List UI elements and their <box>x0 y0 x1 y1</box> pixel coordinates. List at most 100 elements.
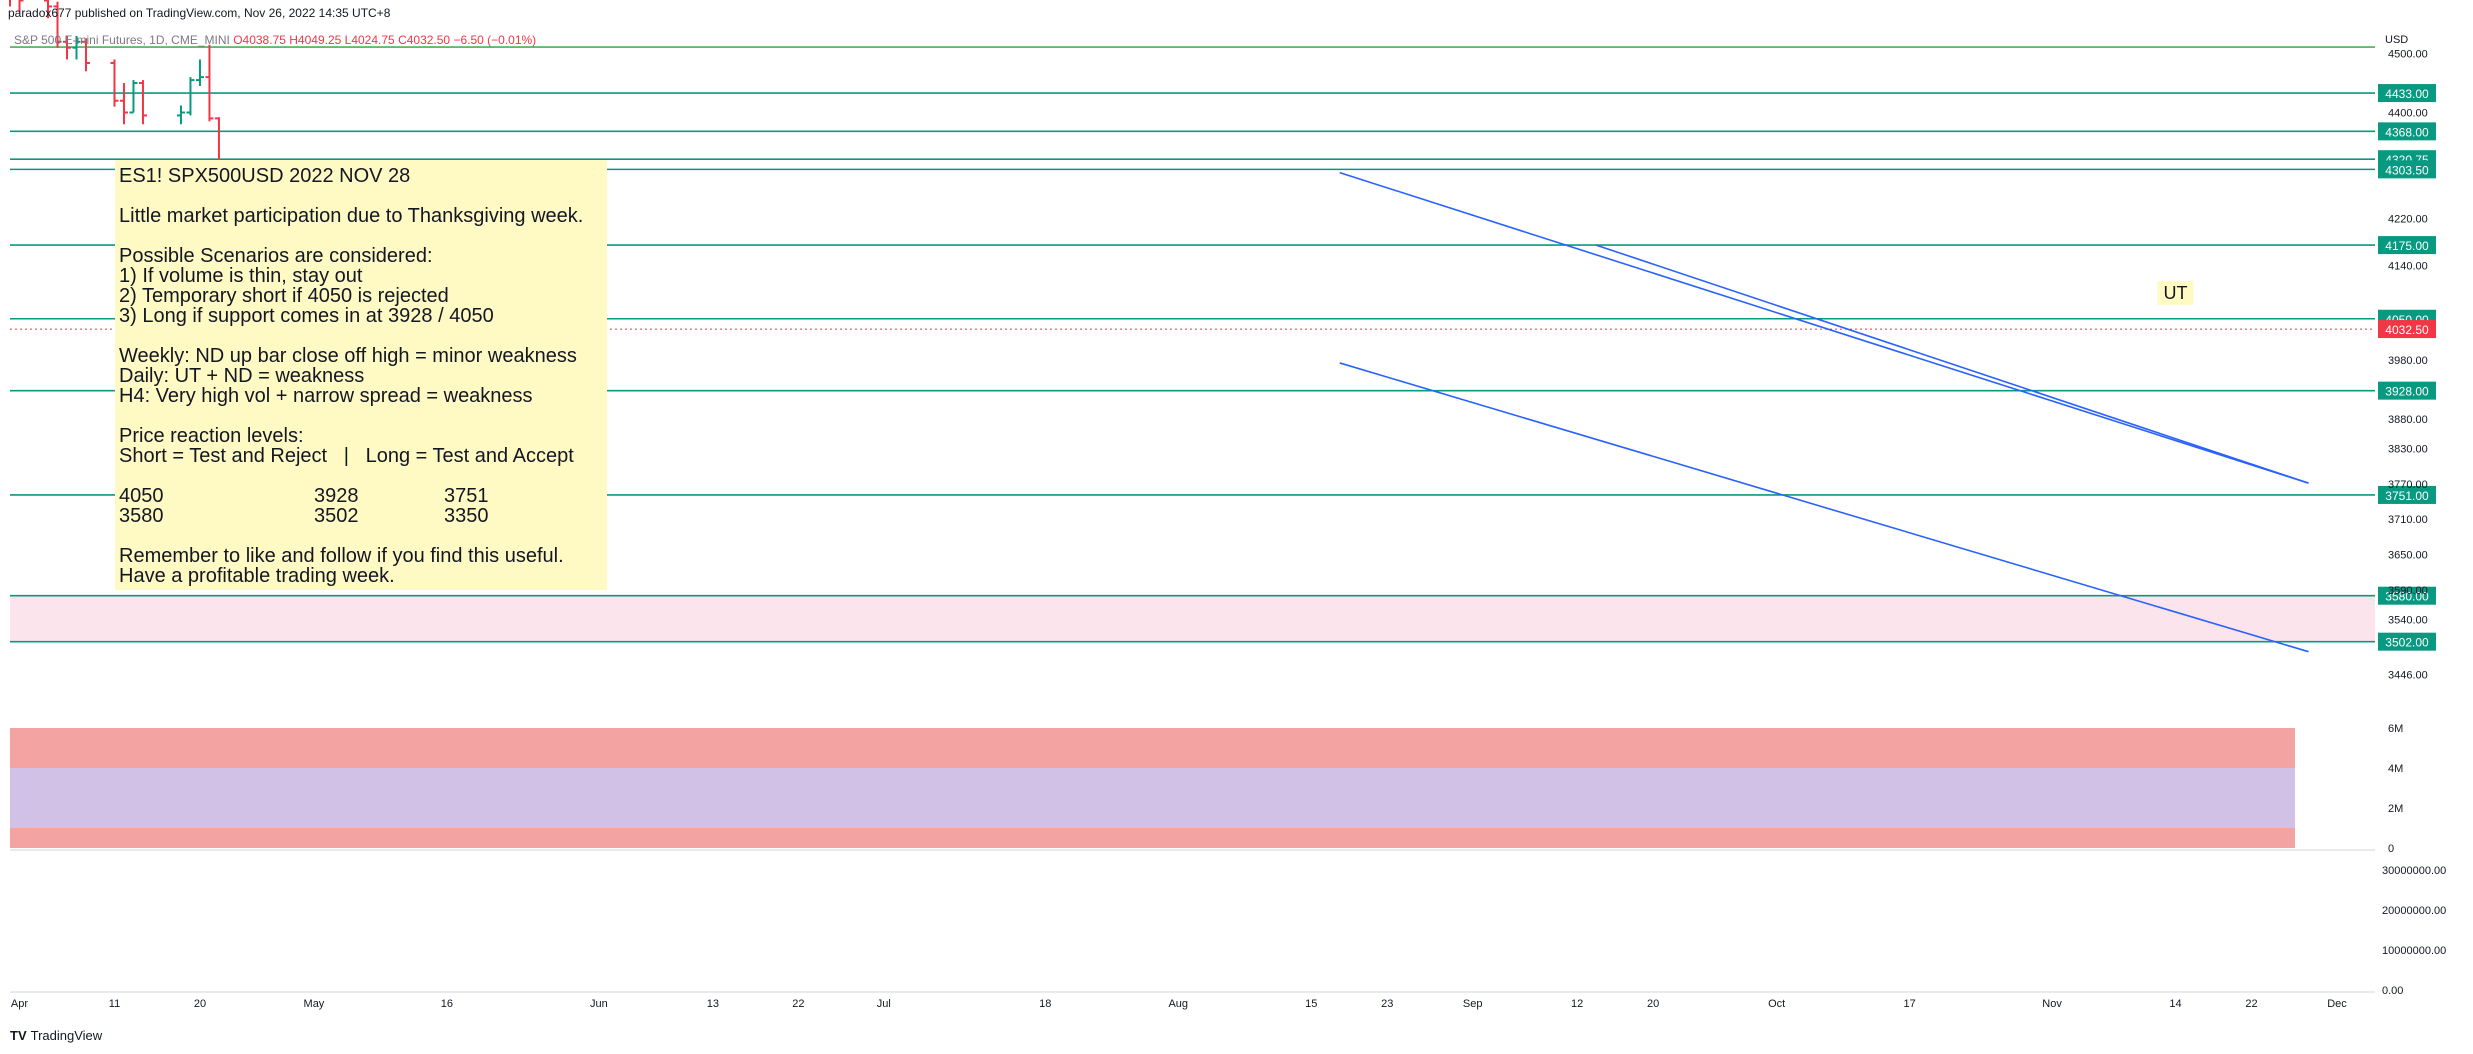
level-label-box <box>2378 122 2436 141</box>
y-tick-label: 3830.00 <box>2388 443 2428 455</box>
x-tick-label: 22 <box>792 998 804 1010</box>
level-label: 3580.00 <box>2385 590 2429 604</box>
note-line <box>119 406 607 426</box>
lower-tick-label: 0.00 <box>2382 985 2403 997</box>
note-line: 1) If volume is thin, stay out <box>119 265 363 287</box>
level-label: 3502.00 <box>2385 636 2429 650</box>
note-line <box>119 226 607 246</box>
volume-pane <box>10 728 2375 851</box>
brand-name: TradingView <box>30 1028 103 1043</box>
note-line <box>119 326 607 346</box>
x-tick-label: Nov <box>2042 998 2062 1010</box>
x-tick-label: Jul <box>877 998 891 1010</box>
x-tick-label: 17 <box>1903 998 1915 1010</box>
ohlc-close: C4032.50 <box>398 33 451 47</box>
x-tick-label: 23 <box>1381 998 1393 1010</box>
y-tick-label: 3650.00 <box>2388 549 2428 561</box>
x-tick-label: 18 <box>1039 998 1051 1010</box>
note-footer-line: Remember to like and follow if you find … <box>119 545 564 567</box>
x-tick-label: May <box>304 998 325 1010</box>
tradingview-logo[interactable]: TV TradingView <box>10 1028 102 1043</box>
publish-header: paradox677 published on TradingView.com,… <box>8 6 391 20</box>
ohlc-low: L4024.75 <box>344 33 395 47</box>
y-tick-label: 3770.00 <box>2388 479 2428 491</box>
x-tick-label: Dec <box>2327 998 2347 1010</box>
volume-tick-label: 6M <box>2388 723 2403 735</box>
x-tick-label: Apr <box>11 998 28 1010</box>
currency-label: USD <box>2385 34 2408 46</box>
note-footer-line: Have a profitable trading week. <box>119 565 395 587</box>
level-value: 4050 <box>119 485 164 507</box>
note-line <box>119 466 607 486</box>
level-label: 4175.00 <box>2385 239 2429 253</box>
level-label: 4368.00 <box>2385 125 2429 139</box>
channel-line <box>1339 171 2309 484</box>
support-zone <box>10 595 2375 642</box>
y-tick-label: 4220.00 <box>2388 214 2428 226</box>
level-label-box <box>2378 160 2436 179</box>
level-label-box <box>2378 586 2436 605</box>
x-tick-label: 22 <box>2245 998 2257 1010</box>
level-label-box <box>2378 632 2436 651</box>
channel-line <box>1339 362 2309 653</box>
level-label-box <box>2378 236 2436 255</box>
channel-line <box>1595 244 2309 484</box>
volume-tick-label: 0 <box>2388 843 2394 855</box>
y-tick-label: 3590.00 <box>2388 585 2428 597</box>
volume-band <box>10 768 2295 828</box>
last-price-label: 4032.50 <box>2385 323 2429 337</box>
lower-indicator-pane: 30000000.00 20000000.00 10000000.00 0.00 <box>2382 865 2446 997</box>
note-line: Price reaction levels: <box>119 425 304 447</box>
y-tick-label: 4500.00 <box>2388 49 2428 61</box>
x-tick-label: 13 <box>707 998 719 1010</box>
levels-row: 4050 3928 3751 <box>119 486 607 506</box>
levels-row: 3580 3502 3350 <box>119 506 607 526</box>
x-tick-label: Jun <box>590 998 608 1010</box>
lower-tick-label: 10000000.00 <box>2382 945 2446 957</box>
x-tick-label: 20 <box>194 998 206 1010</box>
note-line: Short = Test and Reject | Long = Test an… <box>119 445 574 467</box>
tradingview-mark-icon: TV <box>10 1028 27 1043</box>
y-tick-label: 3710.00 <box>2388 514 2428 526</box>
note-line: ES1! SPX500USD 2022 NOV 28 <box>119 165 411 187</box>
y-tick-label: 4400.00 <box>2388 108 2428 120</box>
lower-tick-label: 20000000.00 <box>2382 905 2446 917</box>
lower-tick-label: 30000000.00 <box>2382 865 2446 877</box>
note-line <box>119 186 607 206</box>
y-tick-label: 3540.00 <box>2388 614 2428 626</box>
x-tick-label: Sep <box>1463 998 1483 1010</box>
y-tick-label: 3980.00 <box>2388 355 2428 367</box>
note-line: Daily: UT + ND = weakness <box>119 365 365 387</box>
level-label: 4303.50 <box>2385 163 2429 177</box>
y-tick-label: 3446.00 <box>2388 670 2428 682</box>
axes: USD 4500.00 4400.00 4220.00 4140.00 3980.00 38… <box>10 34 2428 1010</box>
ohlc-high: H4049.25 <box>289 33 342 47</box>
level-label-box <box>2378 381 2436 400</box>
level-label: 3751.00 <box>2385 489 2429 503</box>
symbol-legend[interactable]: S&P 500 E-mini Futures, 1D, CME_MINI O40… <box>14 33 536 47</box>
x-tick-label: 20 <box>1647 998 1659 1010</box>
symbol-name: S&P 500 E-mini Futures, 1D, CME_MINI <box>14 33 230 47</box>
x-tick-label: Aug <box>1168 998 1188 1010</box>
x-tick-label: 15 <box>1305 998 1317 1010</box>
level-value: 3502 <box>314 505 359 527</box>
level-value: 3350 <box>444 505 489 527</box>
note-line: Little market participation due to Thank… <box>119 205 584 227</box>
ut-annotation: UT <box>2164 283 2188 303</box>
level-label-box <box>2378 485 2436 504</box>
x-tick-label: 11 <box>109 998 120 1010</box>
analysis-note[interactable]: ES1! SPX500USD 2022 NOV 28 Little market… <box>115 160 607 590</box>
note-line: Weekly: ND up bar close off high = minor… <box>119 345 577 367</box>
y-tick-label: 4140.00 <box>2388 261 2428 273</box>
note-line: H4: Very high vol + narrow spread = weak… <box>119 385 533 407</box>
level-label: 3928.00 <box>2385 385 2429 399</box>
level-value: 3751 <box>444 485 489 507</box>
level-label-box <box>2378 84 2436 103</box>
note-line: 2) Temporary short if 4050 is rejected <box>119 285 449 307</box>
note-line: 3) Long if support comes in at 3928 / 40… <box>119 305 494 327</box>
last-price-box <box>2378 320 2436 339</box>
ohlc-open: O4038.75 <box>233 33 286 47</box>
note-line: Possible Scenarios are considered: <box>119 245 433 267</box>
level-value: 3580 <box>119 505 164 527</box>
volume-tick-label: 2M <box>2388 803 2403 815</box>
